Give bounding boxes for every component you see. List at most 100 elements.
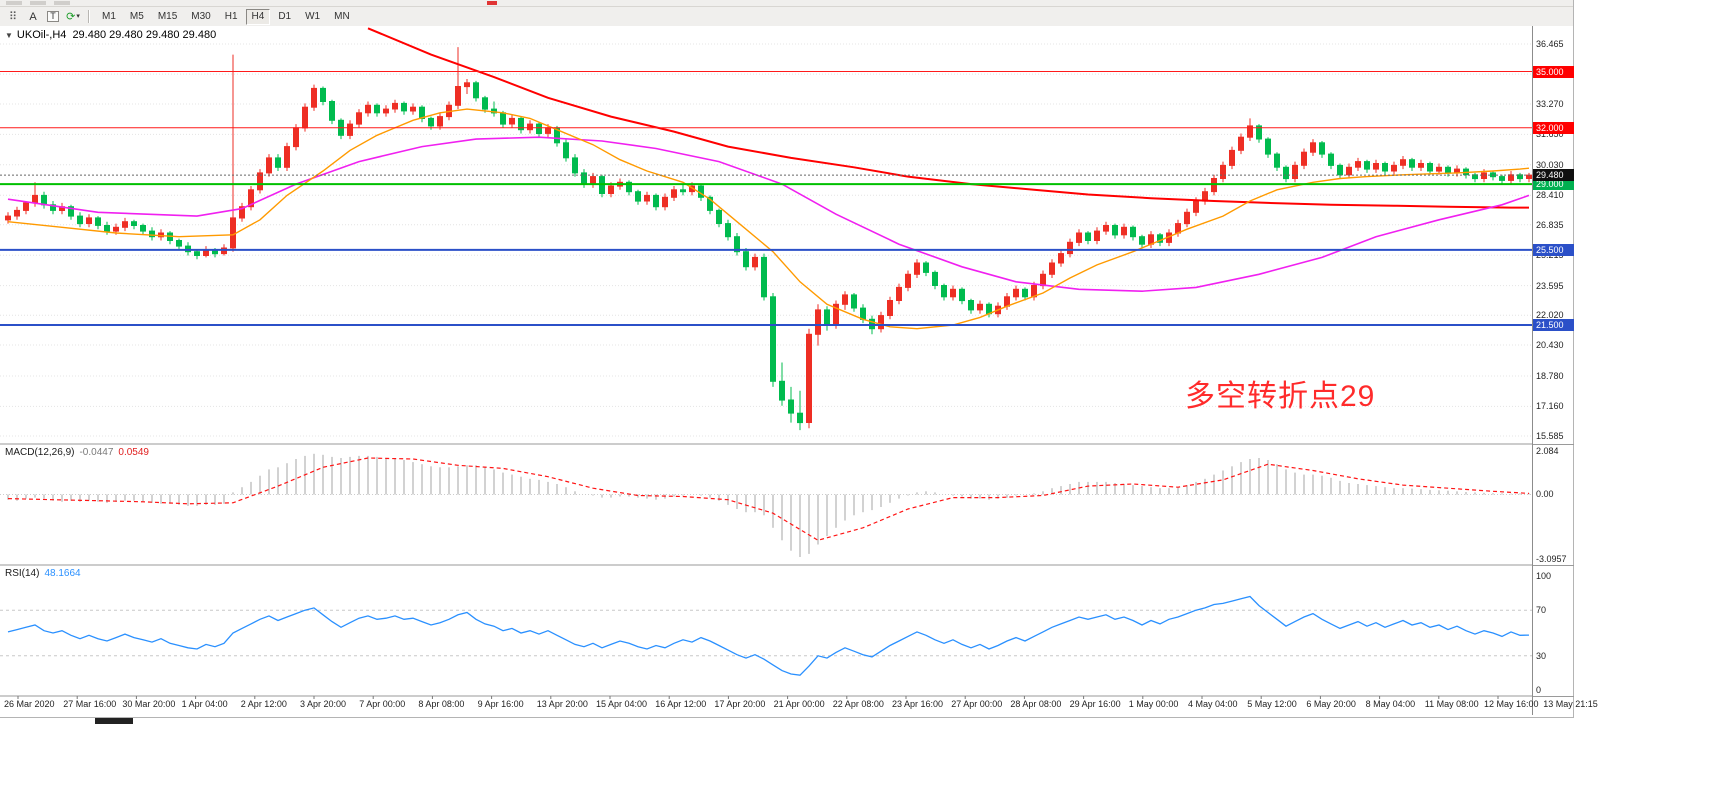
macd-axis-label: -3.0957 bbox=[1536, 554, 1567, 564]
price-axis[interactable]: 36.46533.27031.65030.03028.41026.83525.2… bbox=[1532, 26, 1574, 715]
grid-tool-icon[interactable]: ⠿ bbox=[8, 10, 18, 23]
price-axis-label: 23.595 bbox=[1536, 280, 1564, 291]
rsi-axis-label: 30 bbox=[1536, 650, 1547, 661]
time-axis-label: 27 Mar 16:00 bbox=[63, 699, 117, 709]
rsi-axis-label: 100 bbox=[1536, 571, 1552, 581]
macd-histogram bbox=[7, 453, 1530, 557]
time-axis-label: 13 May 21:15 bbox=[1543, 699, 1598, 709]
drawing-tools-group: ⠿ A T ⟳ ▾ bbox=[3, 9, 83, 24]
price-badge: 29.000 bbox=[1533, 178, 1574, 191]
pane-divider bbox=[1533, 565, 1574, 566]
time-axis-label: 21 Apr 00:00 bbox=[773, 699, 825, 709]
toolbar-fragment-icon bbox=[30, 1, 46, 5]
pane-divider bbox=[1533, 696, 1574, 697]
price-axis-label: 31.650 bbox=[1536, 129, 1564, 140]
time-axis-label: 8 May 04:00 bbox=[1365, 699, 1416, 709]
timeframe-button-h1[interactable]: H1 bbox=[224, 10, 238, 22]
refresh-cycle-icon[interactable]: ⟳ ▾ bbox=[66, 10, 80, 23]
time-axis-label: 27 Apr 00:00 bbox=[951, 699, 1003, 709]
macd-signal-line bbox=[7, 457, 1530, 541]
ma-orange-line[interactable] bbox=[7, 108, 1530, 330]
price-badge: 21.500 bbox=[1533, 318, 1574, 331]
time-axis-label: 1 Apr 04:00 bbox=[181, 699, 228, 709]
timeframe-button-m5[interactable]: M5 bbox=[129, 10, 144, 22]
time-axis-label: 15 Apr 04:00 bbox=[596, 699, 648, 709]
annotation-text: 多空转折点29 bbox=[1185, 380, 1376, 413]
price-gridlines bbox=[0, 43, 1532, 437]
time-axis-label: 30 Mar 20:00 bbox=[122, 699, 176, 709]
chart-symbol-period: UKOil-,H4 bbox=[16, 29, 67, 41]
chart-canvas[interactable] bbox=[0, 26, 1532, 715]
price-axis-label: 18.780 bbox=[1536, 371, 1564, 382]
macd-axis-label: 2.084 bbox=[1536, 446, 1559, 456]
timeframe-button-m1[interactable]: M1 bbox=[102, 10, 116, 22]
rsi-axis-label: 70 bbox=[1536, 605, 1547, 616]
time-axis-label: 17 Apr 20:00 bbox=[714, 699, 766, 709]
time-axis[interactable]: 26 Mar 2020 27 Mar 16:00 30 Mar 20:00 1 Apr… bbox=[0, 699, 1620, 713]
time-axis-label: 23 Apr 16:00 bbox=[892, 699, 944, 709]
timeframe-button-m15[interactable]: M15 bbox=[157, 10, 178, 22]
toolbar-fragment-icon bbox=[6, 1, 22, 5]
time-axis-label: 29 Apr 16:00 bbox=[1069, 699, 1121, 709]
timeframe-button-mn[interactable]: MN bbox=[334, 10, 350, 22]
chart-dropdown-icon[interactable]: ▼ bbox=[5, 31, 13, 40]
macd-axis-label: 0.00 bbox=[1536, 489, 1554, 500]
time-axis-label: 16 Apr 12:00 bbox=[655, 699, 707, 709]
price-axis-label: 36.465 bbox=[1536, 39, 1564, 49]
macd-label: MACD(12,26,9) bbox=[5, 447, 75, 458]
partial-ui-fragment bbox=[95, 718, 133, 724]
macd-signal-value: 0.0549 bbox=[118, 447, 149, 458]
time-axis-label: 11 May 08:00 bbox=[1424, 699, 1479, 709]
time-axis-label: 26 Mar 2020 bbox=[4, 699, 55, 709]
timeframe-toolbar: M1 M5 M15 M30 H1 H4 D1 W1 MN bbox=[95, 8, 357, 25]
time-axis-label: 12 May 16:00 bbox=[1484, 699, 1539, 709]
price-axis-label: 20.430 bbox=[1536, 340, 1564, 351]
toolbar-fragment-icon bbox=[54, 1, 70, 5]
price-badge: 29.480 bbox=[1533, 169, 1574, 182]
price-axis-label: 28.410 bbox=[1536, 190, 1564, 201]
time-axis-label: 2 Apr 12:00 bbox=[240, 699, 287, 709]
price-badge: 35.000 bbox=[1533, 65, 1574, 78]
chart-title: ▼ UKOil-,H4 29.480 29.480 29.480 29.480 bbox=[5, 29, 216, 41]
timeframe-button-w1[interactable]: W1 bbox=[305, 10, 321, 22]
mt4-window: ⠿ A T ⟳ ▾ M1 M5 M15 M30 H1 H4 D1 W1 MN 36.465 33.270 3… bbox=[0, 0, 1598, 718]
chevron-down-icon: ▾ bbox=[76, 12, 80, 20]
rsi-line bbox=[7, 595, 1530, 676]
chart-area: 36.46533.27031.65030.03028.41026.83525.2… bbox=[0, 26, 1598, 716]
price-axis-label: 17.160 bbox=[1536, 401, 1564, 412]
time-axis-label: 13 Apr 20:00 bbox=[536, 699, 588, 709]
time-axis-label: 4 May 04:00 bbox=[1188, 699, 1238, 709]
time-axis-label: 8 Apr 08:00 bbox=[418, 699, 465, 709]
rsi-pane-title: RSI(14) 48.1664 bbox=[5, 568, 81, 579]
price-axis-label: 33.270 bbox=[1536, 98, 1564, 109]
price-axis-label: 15.585 bbox=[1536, 431, 1564, 441]
time-axis-label: 3 Apr 20:00 bbox=[300, 699, 347, 709]
time-axis-label: 9 Apr 16:00 bbox=[477, 699, 524, 709]
time-axis-label: 1 May 00:00 bbox=[1128, 699, 1179, 709]
text-label-icon[interactable]: T bbox=[44, 9, 62, 24]
text-annotation-icon[interactable]: A bbox=[29, 10, 37, 23]
ma-magenta-line[interactable] bbox=[7, 136, 1530, 293]
time-axis-label: 7 Apr 00:00 bbox=[359, 699, 406, 709]
macd-pane-title: MACD(12,26,9) -0.0447 0.0549 bbox=[5, 447, 149, 458]
price-axis-label: 26.835 bbox=[1536, 219, 1564, 230]
toolbar-separator bbox=[88, 10, 90, 23]
time-axis-label: 28 Apr 08:00 bbox=[1010, 699, 1062, 709]
partial-upper-toolbar bbox=[0, 0, 1573, 7]
ma-red-line[interactable] bbox=[367, 27, 1529, 209]
macd-main-value: -0.0447 bbox=[79, 447, 114, 458]
chart-ohlc-values: 29.480 29.480 29.480 29.480 bbox=[72, 29, 217, 41]
time-axis-label: 5 May 12:00 bbox=[1247, 699, 1297, 709]
rsi-value: 48.1664 bbox=[44, 568, 81, 579]
timeframe-button-h4[interactable]: H4 bbox=[245, 8, 271, 25]
time-axis-label: 6 May 20:00 bbox=[1306, 699, 1356, 709]
time-axis-label: 22 Apr 08:00 bbox=[832, 699, 884, 709]
price-badge: 32.000 bbox=[1533, 121, 1574, 134]
rsi-label: RSI(14) bbox=[5, 568, 40, 579]
price-badge: 25.500 bbox=[1533, 243, 1574, 256]
chart-toolbar: ⠿ A T ⟳ ▾ M1 M5 M15 M30 H1 H4 D1 W1 MN bbox=[0, 7, 1573, 27]
rsi-axis-label: 0 bbox=[1536, 685, 1542, 695]
timeframe-button-m30[interactable]: M30 bbox=[191, 10, 211, 22]
timeframe-button-d1[interactable]: D1 bbox=[278, 10, 292, 22]
